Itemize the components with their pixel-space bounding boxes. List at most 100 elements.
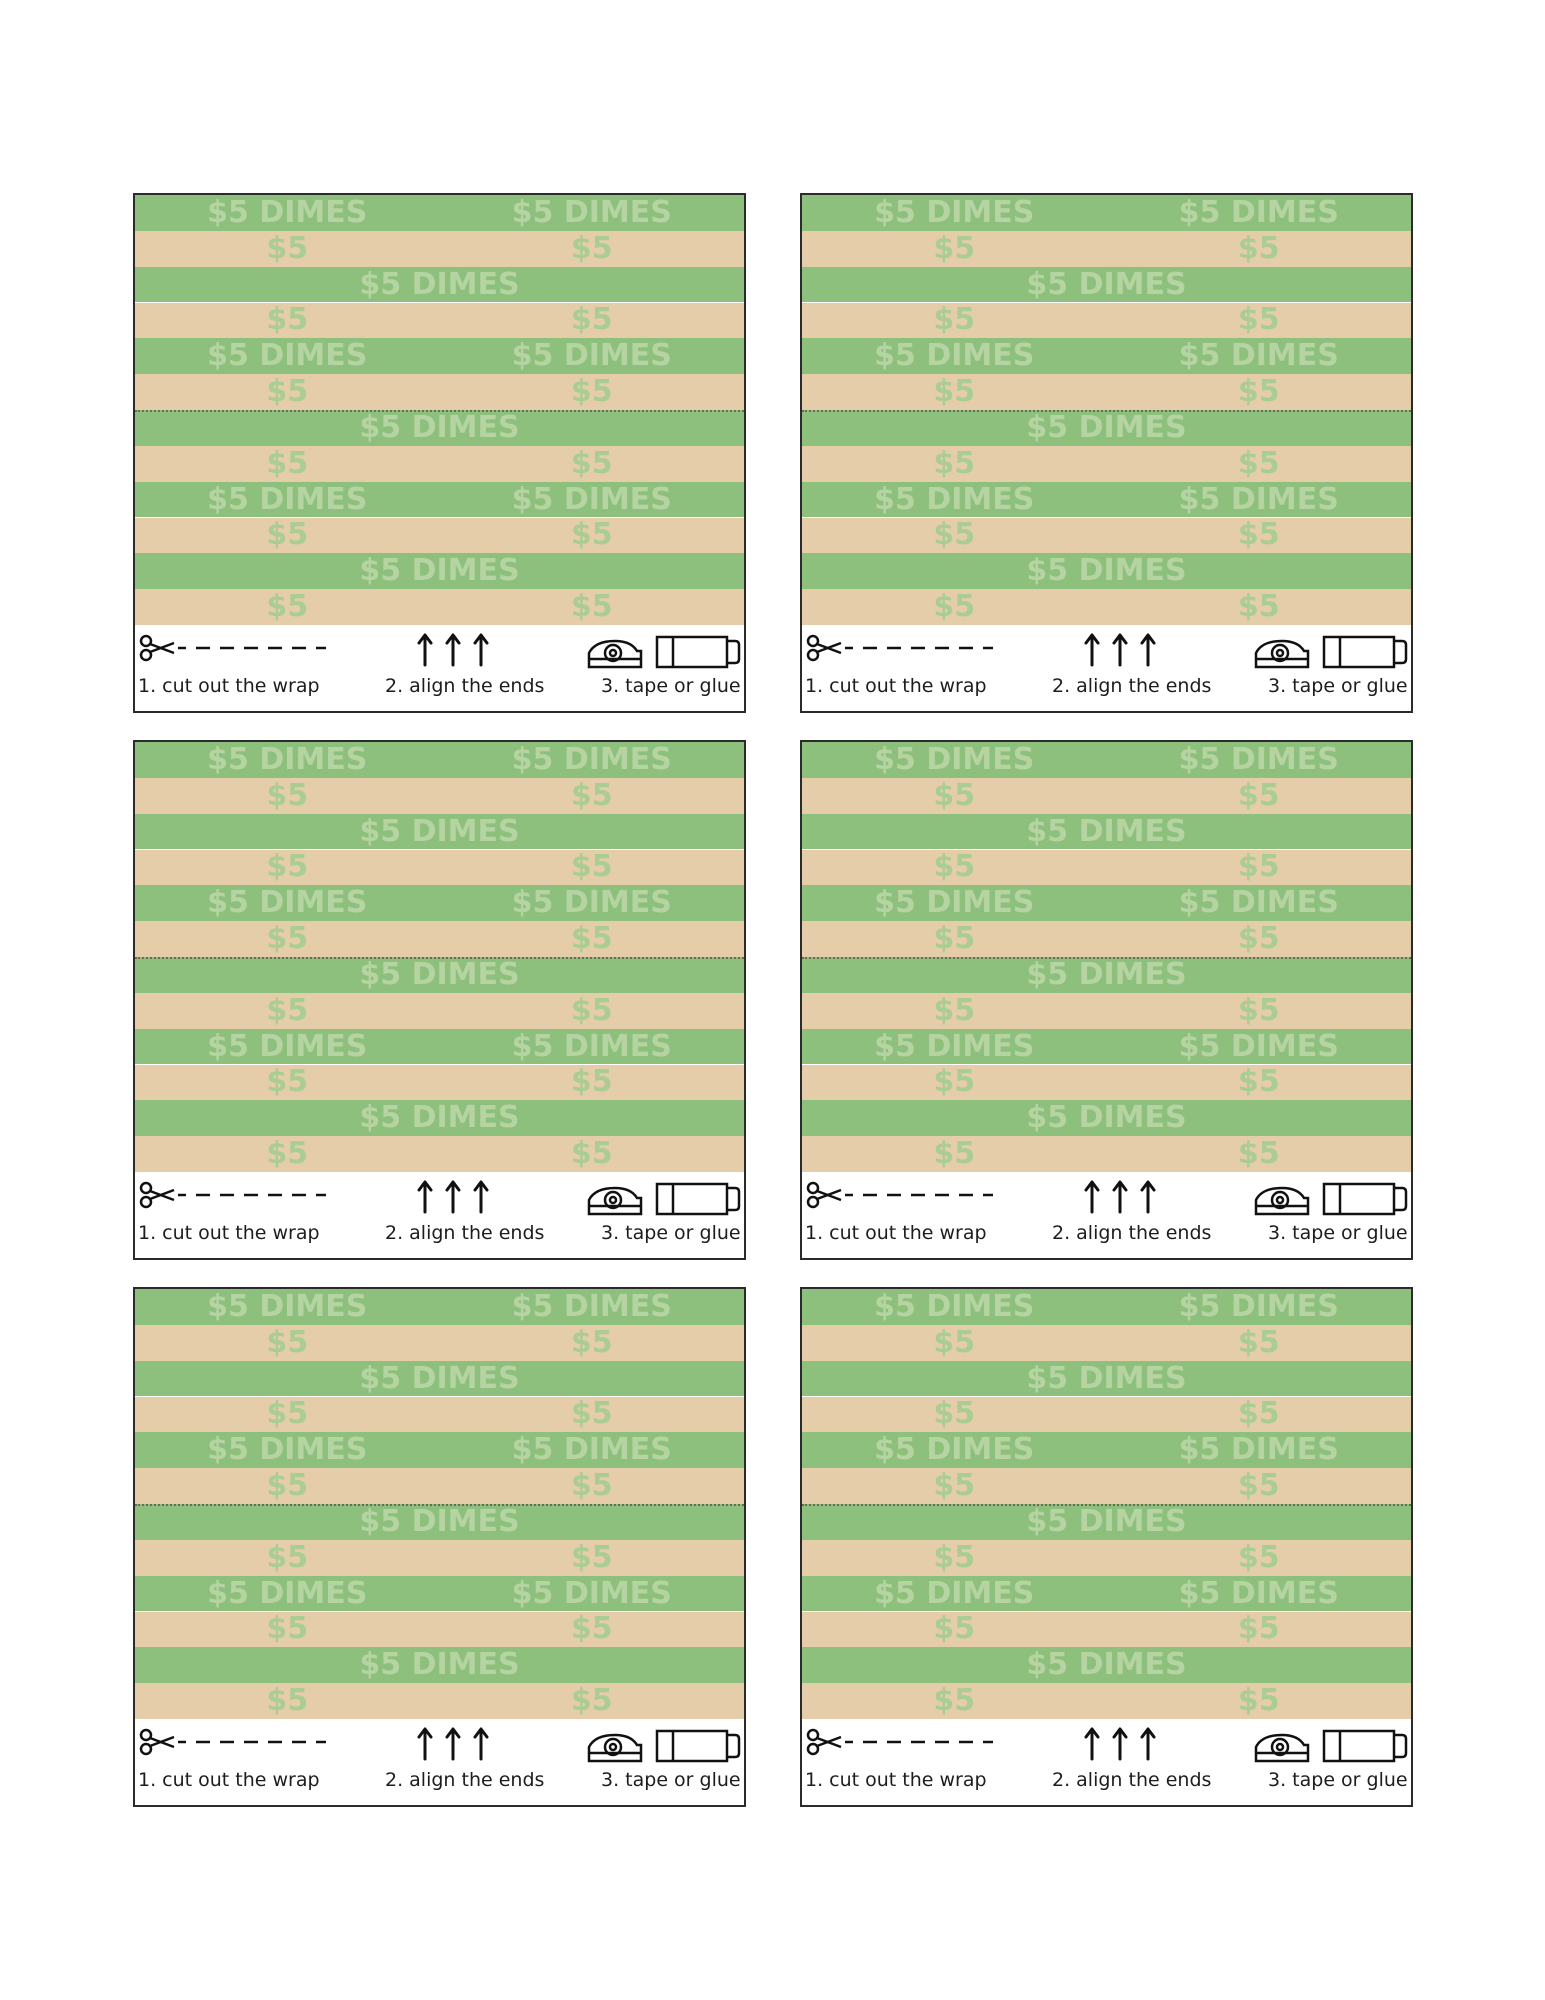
stripe-green: $5 DIMES — [135, 553, 744, 590]
stripe-text: $5 — [933, 1064, 976, 1100]
center-fold-line — [802, 1504, 1411, 1506]
stripe-text: $5 — [1237, 374, 1280, 410]
stripe-text: $5 DIMES — [359, 1647, 520, 1683]
stripe-text: $5 — [933, 777, 976, 813]
stripe-text: $5 DIMES — [359, 1360, 520, 1396]
stripe-green: $5 DIMES $5 DIMES — [135, 1289, 744, 1325]
stripe-green: $5 DIMES — [135, 1360, 744, 1397]
step-cut-label: 1. cut out the wrap — [138, 1222, 320, 1244]
step-align-label: 2. align the ends — [1052, 675, 1212, 697]
stripe-text: $5 — [570, 1136, 613, 1172]
stripe-tan: $5 $5 — [135, 1539, 744, 1576]
tape-dispenser-icon — [587, 639, 643, 669]
stripe-text: $5 — [266, 1468, 309, 1504]
stripe-tan: $5 $5 — [135, 1136, 744, 1172]
stripe-tan: $5 $5 — [135, 230, 744, 267]
stripe-text: $5 — [933, 1136, 976, 1172]
stripe-green: $5 DIMES $5 DIMES — [802, 481, 1411, 518]
coin-wrapper-5: $5 DIMES $5 DIMES $5 $5 $5 DIMES $5 $5 $5 DIMES… — [133, 1287, 746, 1807]
stripe-text: $5 DIMES — [874, 741, 1035, 777]
stripe-text: $5 — [570, 1539, 613, 1575]
stripe-text: $5 — [1237, 1611, 1280, 1647]
stripe-text: $5 DIMES — [207, 338, 368, 374]
stripe-text: $5 DIMES — [511, 1575, 672, 1611]
stripe-text: $5 DIMES — [511, 194, 672, 230]
step-align-label: 2. align the ends — [385, 675, 545, 697]
stripe-text: $5 — [266, 1539, 309, 1575]
step-cut-label: 1. cut out the wrap — [138, 1769, 320, 1791]
stripe-text: $5 — [1237, 992, 1280, 1028]
stripe-text: $5 — [1237, 1064, 1280, 1100]
wrapper-stripes: $5 DIMES $5 DIMES $5 $5 $5 DIMES $5 $5 $5 DIMES… — [135, 1289, 744, 1719]
center-fold-line — [135, 410, 744, 412]
scissors-icon — [806, 634, 993, 662]
wrapper-stripes: $5 DIMES $5 DIMES $5 $5 $5 DIMES $5 $5 $5 DIMES… — [135, 195, 744, 625]
stripe-green: $5 DIMES — [802, 957, 1411, 993]
stripe-text: $5 — [1237, 1683, 1280, 1719]
stripe-tan: $5 $5 — [802, 1539, 1411, 1576]
stripe-tan: $5 $5 — [135, 1064, 744, 1101]
step-tape-label: 3. tape or glue — [601, 1222, 741, 1244]
stripe-text: $5 — [266, 589, 309, 625]
stripe-text: $5 DIMES — [511, 1432, 672, 1468]
stripe-text: $5 — [933, 589, 976, 625]
stripe-text: $5 — [933, 921, 976, 957]
stripe-text: $5 — [933, 374, 976, 410]
stripe-tan: $5 $5 — [802, 777, 1411, 814]
stripe-tan: $5 $5 — [802, 1324, 1411, 1361]
stripe-green: $5 DIMES $5 DIMES — [802, 338, 1411, 375]
stripe-text: $5 DIMES — [1178, 1288, 1339, 1324]
scissors-icon — [139, 1728, 326, 1756]
stripe-text: $5 — [266, 302, 309, 338]
up-arrows-icon — [1084, 633, 1156, 667]
stripe-green: $5 DIMES $5 DIMES — [135, 1432, 744, 1469]
stripe-text: $5 — [266, 1324, 309, 1360]
stripe-text: $5 DIMES — [1026, 266, 1187, 302]
stripe-text: $5 — [570, 230, 613, 266]
stripe-tan: $5 $5 — [802, 589, 1411, 625]
stripe-text: $5 DIMES — [359, 1100, 520, 1136]
step-tape-label: 3. tape or glue — [1268, 1222, 1408, 1244]
stripe-text: $5 DIMES — [207, 1575, 368, 1611]
stripe-text: $5 — [570, 589, 613, 625]
stripe-text: $5 — [266, 992, 309, 1028]
stripe-text: $5 — [1237, 1324, 1280, 1360]
stripe-green: $5 DIMES — [135, 1504, 744, 1540]
stripe-tan: $5 $5 — [135, 1396, 744, 1433]
stripe-green: $5 DIMES — [802, 1647, 1411, 1684]
stripe-tan: $5 $5 — [802, 1136, 1411, 1172]
stripe-green: $5 DIMES $5 DIMES — [802, 742, 1411, 778]
stripe-green: $5 DIMES — [802, 553, 1411, 590]
stripe-text: $5 — [1237, 921, 1280, 957]
glue-stick-icon — [1322, 1182, 1408, 1216]
stripe-text: $5 — [933, 1324, 976, 1360]
stripe-green: $5 DIMES — [135, 957, 744, 993]
stripe-text: $5 DIMES — [207, 194, 368, 230]
instructions-panel: 1. cut out the wrap 2. align the ends 3.… — [135, 1719, 744, 1805]
step-cut-label: 1. cut out the wrap — [138, 675, 320, 697]
stripe-text: $5 — [933, 1539, 976, 1575]
stripe-green: $5 DIMES — [802, 410, 1411, 446]
stripe-text: $5 — [266, 445, 309, 481]
stripe-text: $5 — [266, 517, 309, 553]
glue-stick-icon — [655, 1182, 741, 1216]
stripe-text: $5 DIMES — [359, 553, 520, 589]
center-fold-line — [135, 957, 744, 959]
stripe-text: $5 — [933, 1683, 976, 1719]
stripe-text: $5 — [570, 849, 613, 885]
stripe-green: $5 DIMES $5 DIMES — [135, 885, 744, 922]
stripe-tan: $5 $5 — [802, 517, 1411, 554]
stripe-text: $5 DIMES — [359, 266, 520, 302]
step-align-label: 2. align the ends — [385, 1222, 545, 1244]
tape-dispenser-icon — [587, 1186, 643, 1216]
stripe-text: $5 — [933, 1468, 976, 1504]
stripe-green: $5 DIMES $5 DIMES — [802, 885, 1411, 922]
stripe-text: $5 DIMES — [1026, 1360, 1187, 1396]
instructions-panel: 1. cut out the wrap 2. align the ends 3.… — [802, 1172, 1411, 1258]
stripe-green: $5 DIMES — [135, 1100, 744, 1137]
stripe-text: $5 — [933, 445, 976, 481]
step-tape-label: 3. tape or glue — [1268, 675, 1408, 697]
stripe-text: $5 DIMES — [511, 885, 672, 921]
stripe-text: $5 DIMES — [1178, 481, 1339, 517]
instructions-panel: 1. cut out the wrap 2. align the ends 3.… — [802, 1719, 1411, 1805]
